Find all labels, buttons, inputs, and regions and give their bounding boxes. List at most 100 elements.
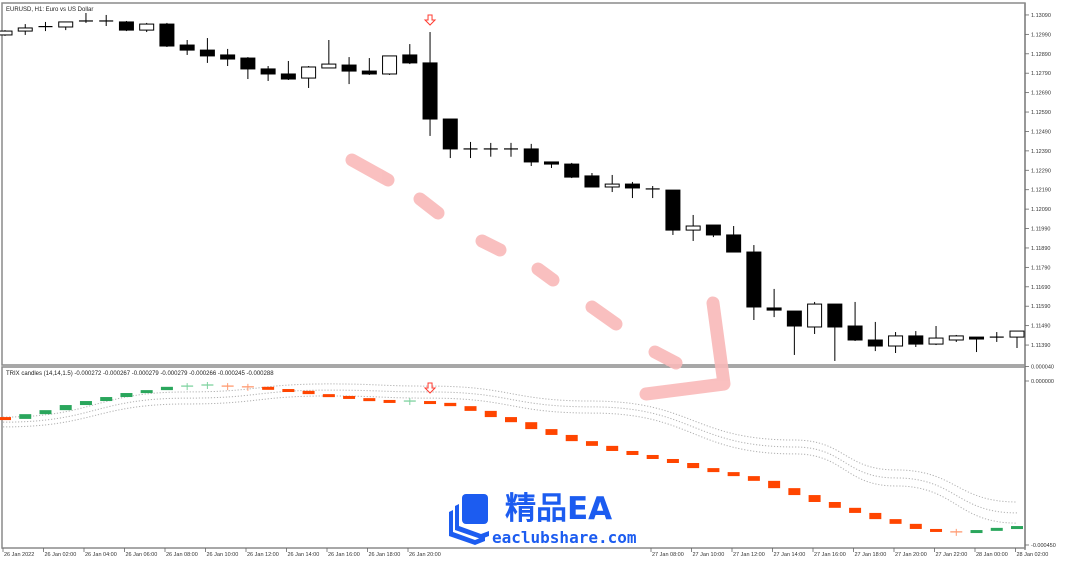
candle bbox=[685, 214, 701, 241]
indicator-candle bbox=[59, 405, 72, 411]
candle-body bbox=[624, 183, 640, 189]
indicator-candle-body bbox=[343, 395, 356, 399]
candle bbox=[827, 303, 843, 361]
price-tick-label: 1.11690 bbox=[1031, 285, 1050, 291]
candle bbox=[179, 40, 195, 55]
candle-body bbox=[928, 337, 944, 345]
candle bbox=[928, 326, 944, 346]
time-tick-label: 27 Jan 08:00 bbox=[652, 552, 684, 558]
indicator-axis: 0.000040 0.000000 -0.000450 bbox=[1025, 364, 1056, 549]
indicator-pane-title: TRIX candles (14,14,1.5) -0.000272 -0.00… bbox=[6, 371, 274, 377]
candle bbox=[665, 189, 681, 235]
indicator-tick-label: 0.000040 bbox=[1031, 364, 1054, 370]
indicator-candle-body bbox=[464, 406, 477, 411]
indicator-candle bbox=[241, 383, 254, 391]
annotation-dash bbox=[475, 234, 507, 257]
candle bbox=[624, 181, 640, 199]
time-tick-label: 27 Jan 20:00 bbox=[895, 552, 927, 558]
indicator-candle bbox=[950, 528, 963, 536]
price-tick-label: 1.12290 bbox=[1031, 168, 1051, 174]
band-lower bbox=[2, 395, 1018, 524]
candle bbox=[199, 38, 215, 63]
candle-body bbox=[321, 63, 337, 69]
indicator-candle bbox=[869, 512, 882, 520]
time-tick-label: 27 Jan 18:00 bbox=[855, 552, 887, 558]
candle-body bbox=[260, 68, 276, 75]
indicator-candle bbox=[585, 441, 598, 446]
indicator-candle-body bbox=[383, 399, 396, 403]
indicator-candle bbox=[545, 429, 558, 435]
indicator-candle-body bbox=[585, 441, 598, 446]
indicator-candle bbox=[788, 488, 801, 496]
price-tick-label: 1.13090 bbox=[1031, 13, 1051, 19]
indicator-candle-body bbox=[444, 402, 457, 407]
candle bbox=[483, 142, 498, 157]
indicator-candle-body bbox=[565, 434, 578, 442]
candle bbox=[402, 44, 418, 65]
candle-body bbox=[786, 310, 802, 327]
candle bbox=[888, 332, 904, 354]
indicator-sell-arrow-icon bbox=[423, 382, 437, 394]
stack-logo-icon bbox=[449, 494, 489, 545]
candle-body bbox=[584, 175, 600, 188]
price-tick-label: 1.12590 bbox=[1031, 110, 1051, 116]
annotation-arrowhead bbox=[639, 296, 731, 401]
indicator-candle bbox=[363, 398, 376, 402]
price-tick-label: 1.11990 bbox=[1031, 227, 1050, 233]
time-tick-label: 26 Jan 04:00 bbox=[85, 552, 117, 558]
indicator-candle bbox=[930, 528, 943, 532]
time-tick-label: 28 Jan 02:00 bbox=[1017, 552, 1049, 558]
indicator-candle-body bbox=[140, 390, 153, 394]
price-tick-label: 1.11790 bbox=[1031, 265, 1050, 271]
time-tick-label: 26 Jan 16:00 bbox=[328, 552, 360, 558]
price-tick-label: 1.11490 bbox=[1031, 324, 1050, 330]
candle-body bbox=[948, 335, 964, 341]
candle-body bbox=[969, 336, 985, 340]
main-pane[interactable] bbox=[1, 2, 1026, 366]
annotation-dash bbox=[413, 192, 445, 220]
indicator-candle bbox=[343, 395, 356, 399]
candle bbox=[523, 143, 539, 167]
indicator-candle bbox=[808, 495, 821, 502]
indicator-candle bbox=[484, 410, 497, 418]
candle bbox=[159, 22, 175, 47]
indicator-candle-body bbox=[666, 458, 679, 463]
time-tick-label: 27 Jan 12:00 bbox=[733, 552, 765, 558]
candle-body bbox=[402, 54, 418, 64]
candle bbox=[908, 331, 924, 347]
indicator-candle bbox=[120, 393, 133, 398]
indicator-candle-body bbox=[322, 394, 335, 398]
indicator-candle bbox=[181, 383, 194, 391]
price-axis[interactable]: 1.13090 1.12990 1.12890 1.12790 1.12690 1.125… bbox=[1025, 13, 1051, 349]
candle bbox=[726, 226, 742, 253]
candle-body bbox=[422, 62, 438, 120]
time-tick-label: 27 Jan 14:00 bbox=[774, 552, 806, 558]
indicator-candle-body bbox=[707, 468, 720, 473]
indicator-candle bbox=[768, 480, 781, 489]
indicator-candle-body bbox=[687, 462, 700, 469]
time-axis[interactable]: 26 Jan 2022 26 Jan 02:00 26 Jan 04:00 26 Ja… bbox=[2, 548, 1049, 558]
indicator-candle-body bbox=[768, 480, 781, 489]
candle-body bbox=[58, 21, 74, 28]
indicator-candle bbox=[39, 410, 52, 415]
candle-body bbox=[908, 335, 924, 345]
indicator-candle bbox=[160, 386, 173, 391]
annotation-dash bbox=[585, 300, 623, 331]
candle-body bbox=[827, 303, 843, 328]
indicator-candle bbox=[525, 422, 538, 430]
sell-signals bbox=[423, 14, 437, 394]
candle-body bbox=[118, 21, 134, 31]
main-pane-title: EURUSD, H1: Euro vs US Dollar bbox=[6, 7, 93, 13]
candle bbox=[786, 310, 802, 355]
indicator-pane[interactable] bbox=[1, 366, 1026, 549]
indicator-candle-body bbox=[869, 512, 882, 520]
candle bbox=[280, 60, 296, 80]
indicator-candle bbox=[79, 401, 92, 406]
indicator-candle-body bbox=[282, 389, 295, 393]
indicator-candle-body bbox=[79, 401, 92, 406]
time-tick-label: 26 Jan 12:00 bbox=[247, 552, 279, 558]
candle bbox=[645, 186, 660, 199]
watermark-logo: 精品EA eaclubshare.com bbox=[449, 491, 637, 547]
indicator-candle bbox=[282, 389, 295, 393]
